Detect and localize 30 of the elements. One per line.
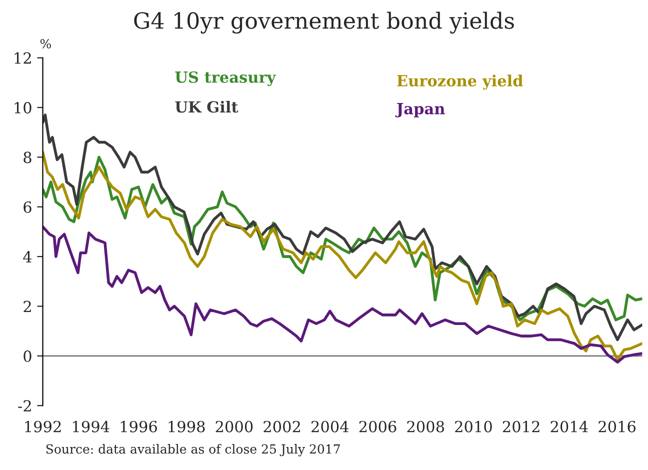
y-tick-label: -2: [18, 400, 31, 412]
x-tick-label: 1994: [73, 420, 110, 432]
x-tick-label: 2010: [455, 420, 492, 432]
y-tick-label: 0: [24, 350, 32, 362]
y-tick-label: 2: [24, 300, 31, 312]
text: Japan: [395, 103, 445, 118]
text: Eurozone yield: [397, 74, 523, 90]
x-tick-label: 2012: [502, 420, 540, 432]
x-tick-label: 1992: [25, 420, 61, 432]
x-tick-label: 2014: [550, 420, 588, 432]
y-tick-label: 12: [14, 52, 31, 64]
x-tick-label: 2002: [264, 420, 300, 432]
y-tick-label: 10: [14, 102, 32, 114]
chart-title: G4 10yr governement bond yields: [134, 12, 514, 34]
x-tick-label: 2006: [359, 420, 396, 432]
line-series: [42, 225, 642, 364]
line-series: [42, 150, 642, 362]
text: US treasury: [175, 71, 276, 86]
x-tick-label: 2016: [598, 420, 636, 432]
source-note: Source: data available as of close 25 July 2017: [46, 444, 340, 456]
x-tick-label: 1998: [168, 420, 205, 432]
x-tick-label: 1996: [120, 420, 157, 432]
x-tick-label: 2000: [216, 420, 253, 432]
x-tick-label: 2008: [407, 420, 444, 432]
x-tick-label: 2004: [312, 420, 349, 432]
y-tick-label: 4: [23, 251, 32, 262]
text: UK Gilt: [175, 100, 238, 113]
y-tick-label: 8: [24, 152, 32, 164]
y-axis-title: %: [40, 38, 51, 48]
y-tick-label: 6: [24, 201, 32, 213]
